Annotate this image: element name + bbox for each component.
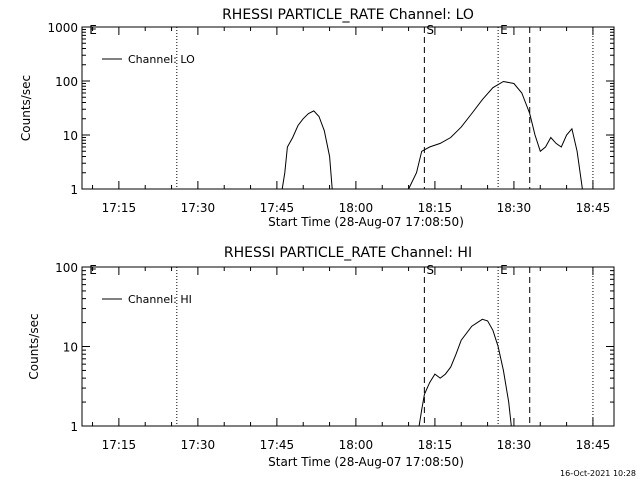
x-tick-label-0: 17:15 xyxy=(102,201,137,215)
y-axis-label-0: Counts/sec xyxy=(19,75,33,141)
y-tick-label-0: 100 xyxy=(55,75,78,89)
chart-title-1: RHESSI PARTICLE_RATE Channel: HI xyxy=(224,245,472,261)
x-tick-label-0: 17:30 xyxy=(181,201,216,215)
series-line-0-1 xyxy=(408,80,583,190)
plot-frame-0 xyxy=(81,26,615,190)
series-line-1-0 xyxy=(418,318,512,427)
x-tick-label-1: 18:45 xyxy=(576,438,611,452)
x-tick-label-1: 18:00 xyxy=(339,438,374,452)
x-tick-label-1: 17:45 xyxy=(260,438,295,452)
x-tick-label-1: 18:30 xyxy=(497,438,532,452)
y-tick-label-1: 10 xyxy=(63,341,78,355)
marker-label-1: E xyxy=(500,263,508,277)
x-tick-label-0: 18:30 xyxy=(497,201,532,215)
marker-label-1: S xyxy=(426,263,434,277)
y-axis-label-1: Counts/sec xyxy=(27,313,41,379)
x-tick-label-1: 17:30 xyxy=(181,438,216,452)
x-tick-label-0: 18:45 xyxy=(576,201,611,215)
series-line-0-0 xyxy=(281,110,333,190)
marker-label-1: E xyxy=(89,263,97,277)
plot-frame-1 xyxy=(81,266,615,427)
legend-label-0: Channel: LO xyxy=(128,53,195,66)
y-tick-label-0: 1 xyxy=(70,183,78,197)
marker-label-0: E xyxy=(500,23,508,37)
x-axis-label-0: Start Time (28-Aug-07 17:08:50) xyxy=(268,215,464,229)
x-tick-label-1: 18:15 xyxy=(418,438,453,452)
marker-label-0: S xyxy=(426,23,434,37)
y-tick-label-0: 1000 xyxy=(47,21,78,35)
marker-label-0: E xyxy=(89,23,97,37)
x-tick-label-1: 17:15 xyxy=(102,438,137,452)
x-tick-label-0: 18:15 xyxy=(418,201,453,215)
x-tick-label-0: 18:00 xyxy=(339,201,374,215)
footer-timestamp: 16-Oct-2021 10:28 xyxy=(560,469,636,478)
y-tick-label-1: 100 xyxy=(55,261,78,275)
x-tick-label-0: 17:45 xyxy=(260,201,295,215)
x-axis-label-1: Start Time (28-Aug-07 17:08:50) xyxy=(268,455,464,469)
y-tick-label-1: 1 xyxy=(70,420,78,434)
legend-label-1: Channel: HI xyxy=(128,293,192,306)
chart-title-0: RHESSI PARTICLE_RATE Channel: LO xyxy=(222,7,474,23)
y-tick-label-0: 10 xyxy=(63,129,78,143)
